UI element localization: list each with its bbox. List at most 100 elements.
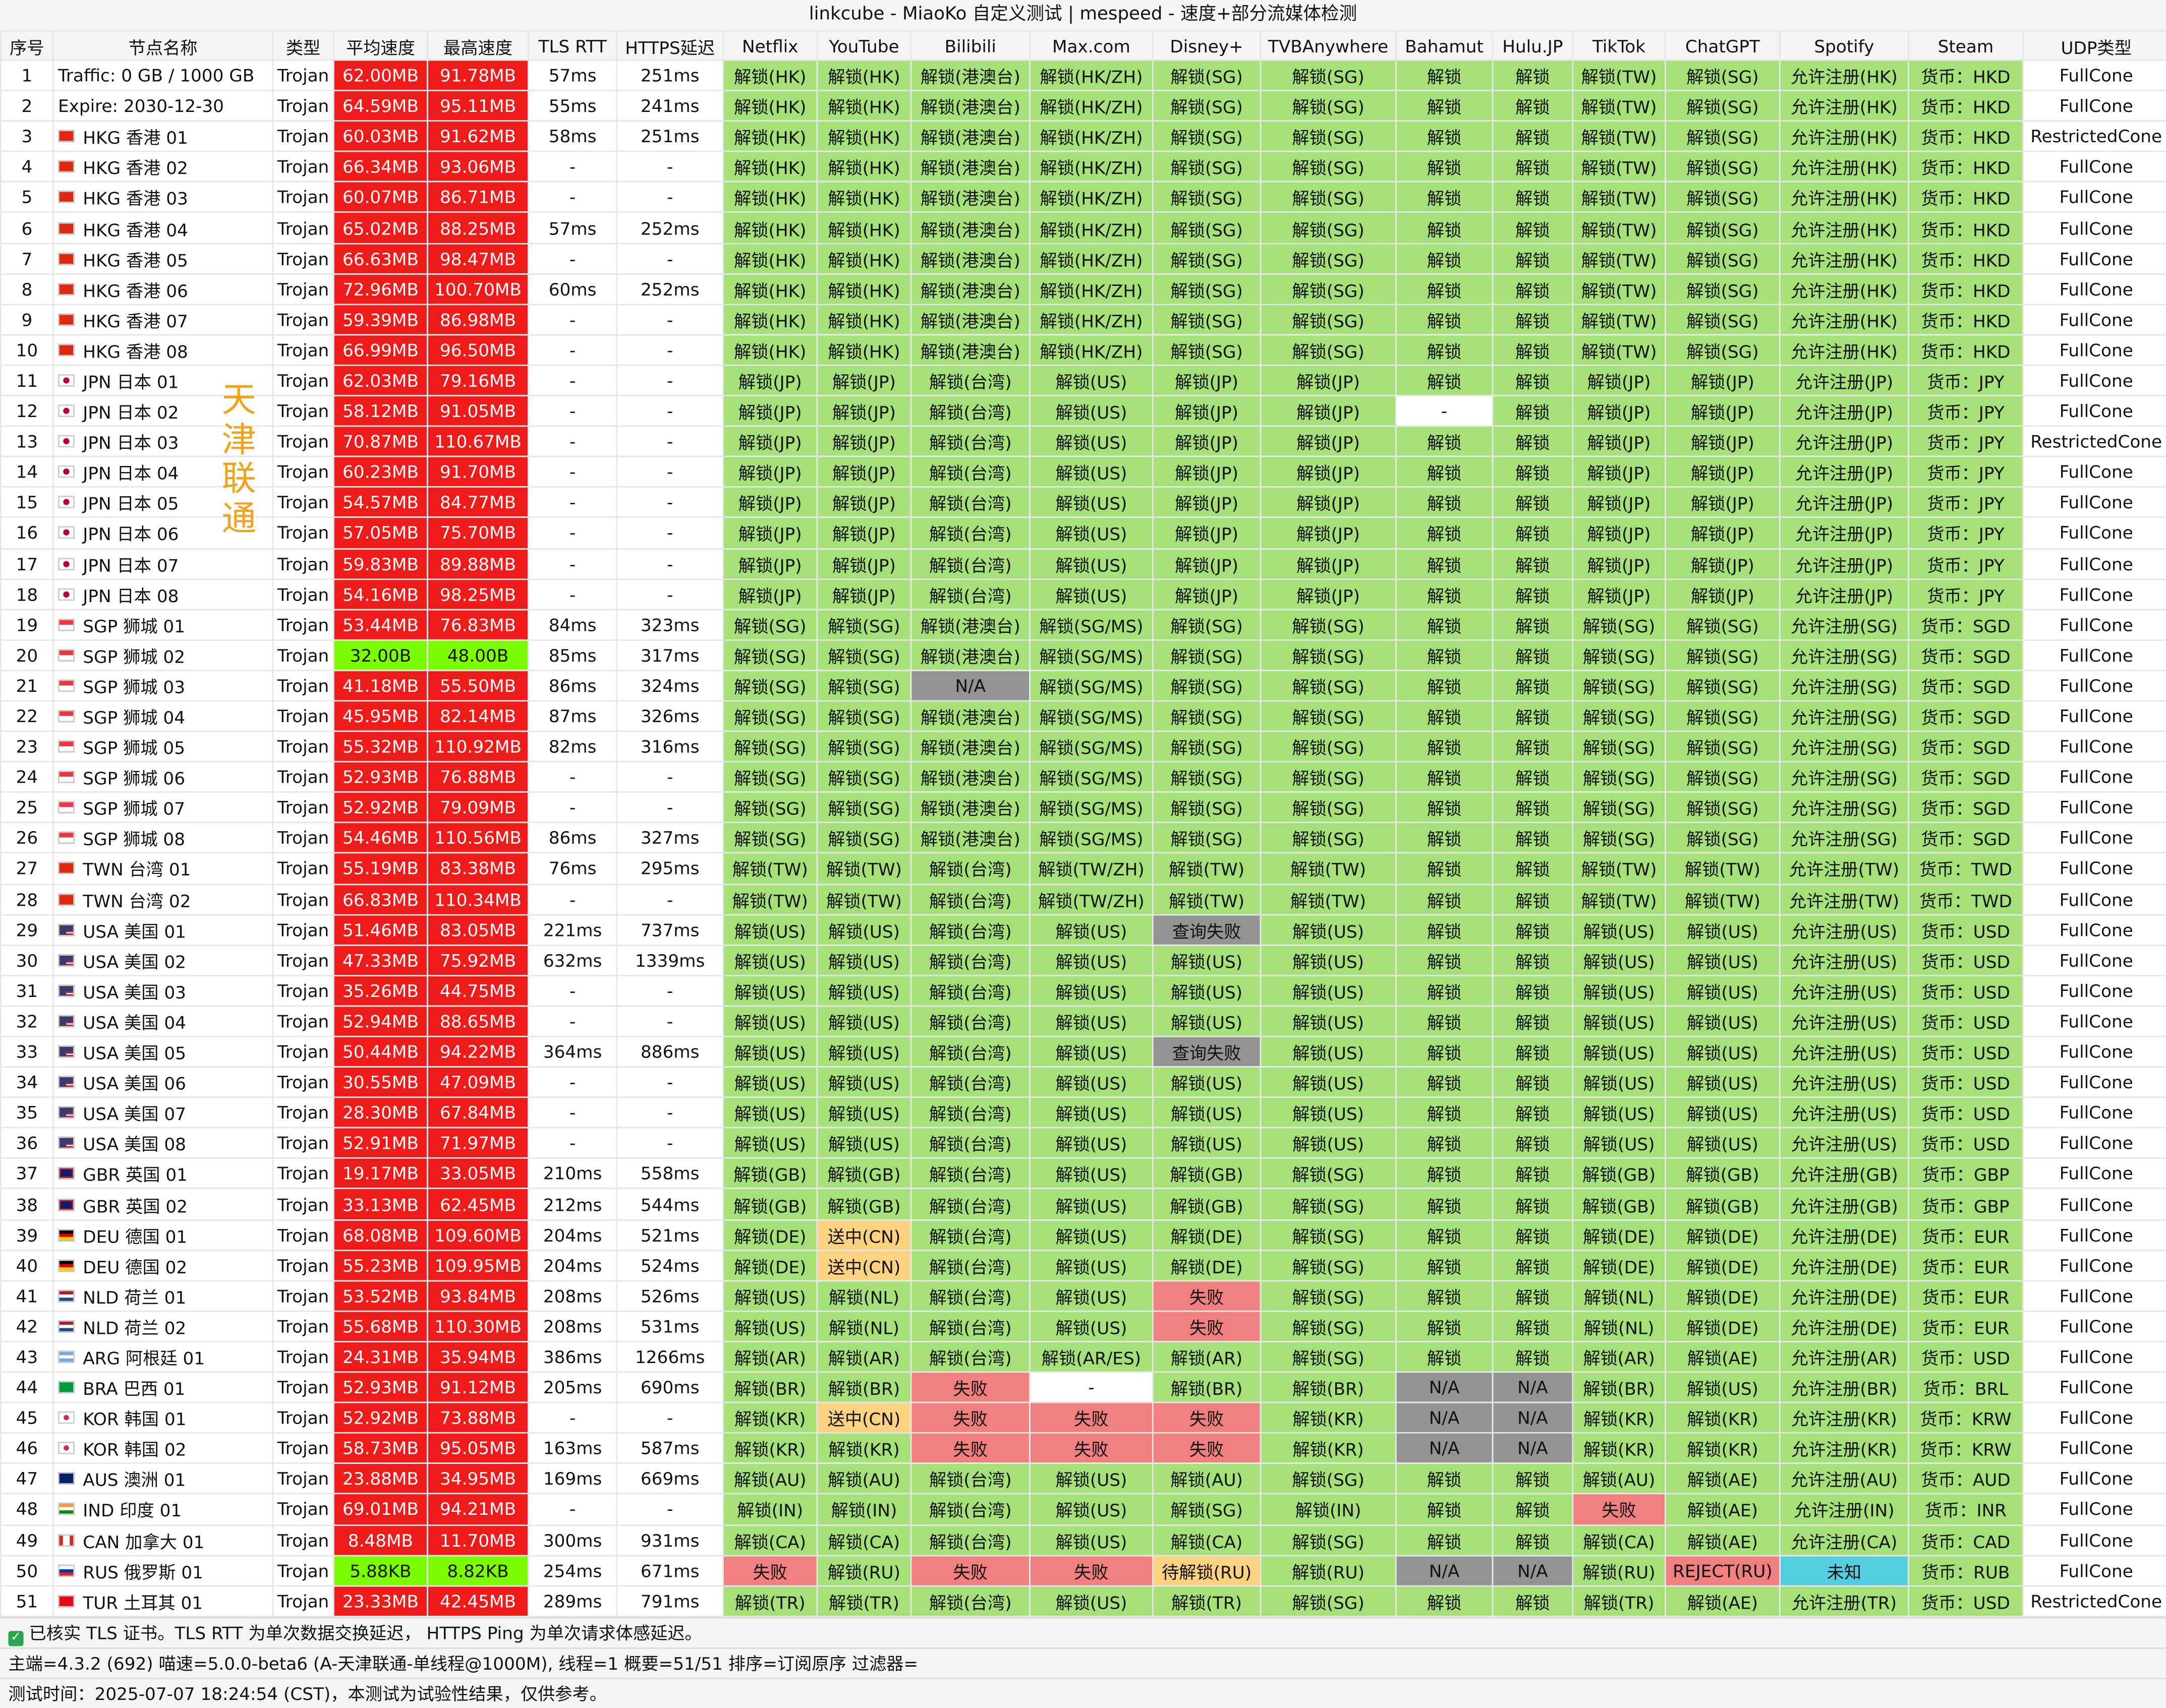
table-row[interactable]: 33 USA 美国 05 Trojan 50.44MB 94.22MB 364ms 886m… <box>0 1035 2166 1068</box>
column-header[interactable]: 节点名称 <box>52 30 274 61</box>
table-row[interactable]: 49 CAN 加拿大 01 Trojan 8.48MB 11.70MB 300ms 931m… <box>0 1523 2166 1556</box>
column-header[interactable]: Max.com <box>1029 30 1154 61</box>
node-name: USA 美国 03 <box>52 974 274 1007</box>
table-row[interactable]: 3 HKG 香港 01 Trojan 60.03MB 91.62MB 58ms 251ms 解… <box>0 120 2166 153</box>
row-index: 11 <box>0 364 54 397</box>
table-row[interactable]: 35 USA 美国 07 Trojan 28.30MB 67.84MB - - 解锁(US) 解… <box>0 1096 2166 1129</box>
media-result: 失败 <box>1572 1493 1666 1525</box>
table-row[interactable]: 51 TUR 土耳其 01 Trojan 23.33MB 42.45MB 289ms 791… <box>0 1584 2166 1617</box>
table-row[interactable]: 46 KOR 韩国 02 Trojan 58.73MB 95.05MB 163ms 587m… <box>0 1432 2166 1464</box>
media-result: 允许注册(HK) <box>1779 212 1909 244</box>
table-row[interactable]: 11 JPN 日本 01 Trojan 62.03MB 79.16MB - - 解锁(JP) 解… <box>0 364 2166 397</box>
table-row[interactable]: 2 Expire: 2030-12-30 Trojan 64.59MB 95.11MB 5… <box>0 90 2166 122</box>
column-header[interactable]: UDP类型 <box>2022 30 2166 61</box>
table-row[interactable]: 9 HKG 香港 07 Trojan 59.39MB 86.98MB - - 解锁(HK) 解锁… <box>0 303 2166 336</box>
column-header[interactable]: Disney+ <box>1152 30 1262 61</box>
table-row[interactable]: 6 HKG 香港 04 Trojan 65.02MB 88.25MB 57ms 252ms 解… <box>0 212 2166 244</box>
node-type: Trojan <box>272 852 334 885</box>
media-result: 解锁(台湾) <box>910 852 1031 885</box>
row-index: 15 <box>0 486 54 519</box>
column-header[interactable]: 序号 <box>0 30 54 61</box>
column-header[interactable]: Netflix <box>722 30 818 61</box>
table-row[interactable]: 40 DEU 德国 02 Trojan 55.23MB 109.95MB 204ms 524… <box>0 1249 2166 1281</box>
table-row[interactable]: 30 USA 美国 02 Trojan 47.33MB 75.92MB 632ms 1339… <box>0 944 2166 976</box>
table-row[interactable]: 50 RUS 俄罗斯 01 Trojan 5.88KB 8.82KB 254ms 671ms… <box>0 1554 2166 1586</box>
avg-speed: 23.33MB <box>332 1584 428 1617</box>
node-name-text: USA 美国 01 <box>83 920 186 941</box>
table-row[interactable]: 23 SGP 狮城 05 Trojan 55.32MB 110.92MB 82ms 316m… <box>0 730 2166 763</box>
tls-rtt: 87ms <box>528 700 618 732</box>
table-row[interactable]: 48 IND 印度 01 Trojan 69.01MB 94.21MB - - 解锁(IN) 解… <box>0 1493 2166 1525</box>
table-row[interactable]: 34 USA 美国 06 Trojan 30.55MB 47.09MB - - 解锁(US) 解… <box>0 1066 2166 1098</box>
table-row[interactable]: 31 USA 美国 03 Trojan 35.26MB 44.75MB - - 解锁(US) 解… <box>0 974 2166 1007</box>
media-result: 允许注册(TR) <box>1779 1584 1909 1617</box>
column-header[interactable]: HTTPS延迟 <box>616 30 724 61</box>
column-header[interactable]: 最高速度 <box>427 30 529 61</box>
table-row[interactable]: 36 USA 美国 08 Trojan 52.91MB 71.97MB - - 解锁(US) 解… <box>0 1127 2166 1159</box>
column-header[interactable]: 平均速度 <box>332 30 428 61</box>
tls-rtt: 204ms <box>528 1218 618 1251</box>
table-row[interactable]: 22 SGP 狮城 04 Trojan 45.95MB 82.14MB 87ms 326ms… <box>0 700 2166 732</box>
table-row[interactable]: 42 NLD 荷兰 02 Trojan 55.68MB 110.30MB 208ms 531… <box>0 1310 2166 1342</box>
node-name: HKG 香港 04 <box>52 212 274 244</box>
table-row[interactable]: 45 KOR 韩国 01 Trojan 52.92MB 73.88MB - - 解锁(KR) 送… <box>0 1401 2166 1434</box>
column-header[interactable]: TikTok <box>1572 30 1666 61</box>
https-latency: - <box>616 1127 724 1159</box>
node-name-text: USA 美国 05 <box>83 1042 186 1064</box>
table-row[interactable]: 21 SGP 狮城 03 Trojan 41.18MB 55.50MB 86ms 324ms… <box>0 669 2166 702</box>
media-result: 查询失败 <box>1152 1035 1262 1068</box>
column-header[interactable]: Steam <box>1907 30 2024 61</box>
table-row[interactable]: 5 HKG 香港 03 Trojan 60.07MB 86.71MB - - 解锁(HK) 解锁… <box>0 181 2166 214</box>
udp-type: FullCone <box>2022 59 2166 92</box>
column-header[interactable]: Bilibili <box>910 30 1031 61</box>
table-row[interactable]: 12 JPN 日本 02 Trojan 58.12MB 91.05MB - - 解锁(JP) 解… <box>0 395 2166 427</box>
table-row[interactable]: 38 GBR 英国 02 Trojan 33.13MB 62.45MB 212ms 544m… <box>0 1188 2166 1220</box>
column-header[interactable]: Hulu.JP <box>1492 30 1574 61</box>
media-result: 解锁 <box>1492 730 1574 763</box>
column-header[interactable]: ChatGPT <box>1664 30 1781 61</box>
table-row[interactable]: 1 Traffic: 0 GB / 1000 GB Trojan 62.00MB 91.… <box>0 59 2166 92</box>
column-header[interactable]: Bahamut <box>1395 30 1494 61</box>
table-row[interactable]: 29 USA 美国 01 Trojan 51.46MB 83.05MB 221ms 737m… <box>0 913 2166 946</box>
table-row[interactable]: 28 TWN 台湾 02 Trojan 66.83MB 110.34MB - - 解锁(TW)… <box>0 883 2166 915</box>
column-header[interactable]: TLS RTT <box>528 30 618 61</box>
table-row[interactable]: 26 SGP 狮城 08 Trojan 54.46MB 110.56MB 86ms 327m… <box>0 822 2166 854</box>
table-row[interactable]: 17 JPN 日本 07 Trojan 59.83MB 89.88MB - - 解锁(JP) 解… <box>0 547 2166 580</box>
tls-rtt: 254ms <box>528 1554 618 1586</box>
table-row[interactable]: 41 NLD 荷兰 01 Trojan 53.52MB 93.84MB 208ms 526m… <box>0 1279 2166 1312</box>
column-header[interactable]: YouTube <box>816 30 912 61</box>
node-name: SGP 狮城 07 <box>52 791 274 824</box>
table-row[interactable]: 16 JPN 日本 06 Trojan 57.05MB 75.70MB - - 解锁(JP) 解… <box>0 517 2166 549</box>
media-result: 解锁(NL) <box>816 1310 912 1342</box>
media-result: 解锁(US) <box>1029 456 1154 488</box>
table-row[interactable]: 39 DEU 德国 01 Trojan 68.08MB 109.60MB 204ms 521… <box>0 1218 2166 1251</box>
table-row[interactable]: 15 JPN 日本 05 Trojan 54.57MB 84.77MB - - 解锁(JP) 解… <box>0 486 2166 519</box>
table-row[interactable]: 13 JPN 日本 03 Trojan 70.87MB 110.67MB - - 解锁(JP)… <box>0 425 2166 458</box>
media-result: REJECT(RU) <box>1664 1554 1781 1586</box>
table-row[interactable]: 44 BRA 巴西 01 Trojan 52.93MB 91.12MB 205ms 690m… <box>0 1371 2166 1403</box>
table-row[interactable]: 24 SGP 狮城 06 Trojan 52.93MB 76.88MB - - 解锁(SG) 解… <box>0 761 2166 793</box>
table-row[interactable]: 14 JPN 日本 04 Trojan 60.23MB 91.70MB - - 解锁(JP) 解… <box>0 456 2166 488</box>
table-row[interactable]: 32 USA 美国 04 Trojan 52.94MB 88.65MB - - 解锁(US) 解… <box>0 1005 2166 1037</box>
table-row[interactable]: 27 TWN 台湾 01 Trojan 55.19MB 83.38MB 76ms 295ms… <box>0 852 2166 885</box>
table-row[interactable]: 25 SGP 狮城 07 Trojan 52.92MB 79.09MB - - 解锁(SG) 解… <box>0 791 2166 824</box>
media-result: 解锁(US) <box>1664 974 1781 1007</box>
row-index: 31 <box>0 974 54 1007</box>
table-row[interactable]: 37 GBR 英国 01 Trojan 19.17MB 33.05MB 210ms 558m… <box>0 1157 2166 1190</box>
media-result: 解锁(US) <box>1029 1035 1154 1068</box>
table-row[interactable]: 20 SGP 狮城 02 Trojan 32.00B 48.00B 85ms 317ms 解锁… <box>0 639 2166 671</box>
table-row[interactable]: 47 AUS 澳洲 01 Trojan 23.88MB 34.95MB 169ms 669m… <box>0 1462 2166 1495</box>
table-row[interactable]: 10 HKG 香港 08 Trojan 66.99MB 96.50MB - - 解锁(HK) 解… <box>0 334 2166 366</box>
column-header[interactable]: 类型 <box>272 30 334 61</box>
media-result: 解锁(SG) <box>1664 730 1781 763</box>
table-row[interactable]: 8 HKG 香港 06 Trojan 72.96MB 100.70MB 60ms 252ms… <box>0 273 2166 305</box>
table-row[interactable]: 43 ARG 阿根廷 01 Trojan 24.31MB 35.94MB 386ms 126… <box>0 1340 2166 1373</box>
media-result: 解锁(TW) <box>722 883 818 915</box>
column-header[interactable]: TVBAnywhere <box>1260 30 1397 61</box>
column-header[interactable]: Spotify <box>1779 30 1909 61</box>
media-result: 解锁(AU) <box>722 1462 818 1495</box>
table-row[interactable]: 19 SGP 狮城 01 Trojan 53.44MB 76.83MB 84ms 323ms… <box>0 608 2166 641</box>
table-row[interactable]: 7 HKG 香港 05 Trojan 66.63MB 98.47MB - - 解锁(HK) 解锁… <box>0 242 2166 275</box>
table-row[interactable]: 18 JPN 日本 08 Trojan 54.16MB 98.25MB - - 解锁(JP) 解… <box>0 578 2166 610</box>
table-row[interactable]: 4 HKG 香港 02 Trojan 66.34MB 93.06MB - - 解锁(HK) 解锁… <box>0 151 2166 183</box>
